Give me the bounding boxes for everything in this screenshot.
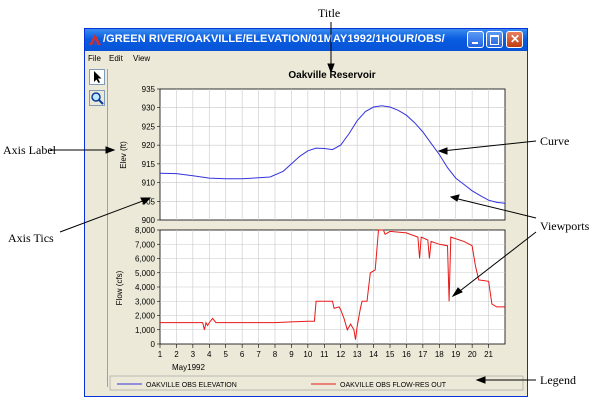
menu-edit[interactable]: Edit <box>109 54 123 63</box>
annotation-curve: Curve <box>540 134 570 148</box>
elevation-ytick-label: 905 <box>142 197 156 206</box>
menu-file[interactable]: File <box>88 54 101 63</box>
magnifier-icon <box>91 92 104 105</box>
annotation-axis-tics: Axis Tics <box>8 231 54 245</box>
flow-ytick-label: 8,000 <box>135 226 156 235</box>
maximize-button[interactable] <box>486 31 503 48</box>
x-tick-label: 13 <box>353 350 362 359</box>
x-tick-label: 4 <box>207 350 212 359</box>
x-tick-label: 2 <box>174 350 179 359</box>
x-tick-label: 16 <box>402 350 411 359</box>
flow-ytick-label: 2,000 <box>135 312 156 321</box>
app-logo-icon <box>89 34 101 45</box>
elevation-axis-label: Elev (ft) <box>119 141 128 169</box>
flow-ytick-label: 0 <box>151 340 156 349</box>
menu-bar: File Edit View <box>85 51 527 67</box>
maximize-icon <box>490 35 499 45</box>
x-tick-label: 3 <box>191 350 196 359</box>
curve-arrowhead <box>437 147 448 155</box>
annotation-legend: Legend <box>540 373 576 387</box>
x-tick-label: 19 <box>451 350 460 359</box>
curve-arrow <box>441 140 537 152</box>
x-tick-label: 9 <box>289 350 294 359</box>
flow-axis-label: Flow (cfs) <box>115 270 124 305</box>
elevation-axis-ticks: 935 930 925 920 915 910 905 900 <box>142 85 160 225</box>
minimize-button[interactable] <box>467 31 484 48</box>
flow-ytick-label: 3,000 <box>135 297 156 306</box>
legend-elevation-label: OAKVILLE OBS ELEVATION <box>146 382 237 389</box>
viewport-arrowhead-upper <box>449 194 460 202</box>
elevation-ytick-label: 935 <box>142 85 156 94</box>
tool-divider <box>107 69 108 387</box>
axis-label-arrowhead <box>105 146 116 154</box>
annotation-viewports: Viewports <box>540 219 590 233</box>
axis-tics-arrowhead <box>140 197 152 205</box>
window-title: /GREEN RIVER/OAKVILLE/ELEVATION/01MAY199… <box>103 33 445 45</box>
minimize-icon <box>472 42 478 44</box>
elevation-ytick-label: 920 <box>142 141 156 150</box>
legend-panel <box>109 375 524 391</box>
x-axis-label: May1992 <box>172 363 205 372</box>
title-bar[interactable]: /GREEN RIVER/OAKVILLE/ELEVATION/01MAY199… <box>85 29 527 51</box>
x-tick-label: 8 <box>273 350 278 359</box>
viewport-arrow-lower <box>455 231 537 295</box>
annotation-title: Title <box>318 6 341 20</box>
x-tick-label: 18 <box>435 350 444 359</box>
x-tick-label: 21 <box>484 350 493 359</box>
flow-ytick-label: 7,000 <box>135 240 156 249</box>
legend-arrowhead <box>475 376 486 384</box>
viewport-arrowhead-lower <box>451 287 463 298</box>
elevation-ytick-label: 925 <box>142 122 156 131</box>
elevation-ytick-label: 930 <box>142 104 156 113</box>
flow-curve <box>160 229 505 340</box>
x-tick-label: 20 <box>468 350 477 359</box>
x-tick-label: 14 <box>369 350 378 359</box>
x-axis-ticks: 1 2 3 4 5 6 7 8 9 10 11 12 13 14 15 16 17 18 19 20 21 <box>158 344 494 359</box>
x-tick-label: 6 <box>240 350 245 359</box>
flow-ytick-label: 4,000 <box>135 283 156 292</box>
x-tick-label: 12 <box>336 350 345 359</box>
zoom-tool-button[interactable] <box>89 90 105 106</box>
elevation-ytick-label: 910 <box>142 179 156 188</box>
flow-ytick-label: 6,000 <box>135 255 156 264</box>
flow-ytick-label: 5,000 <box>135 269 156 278</box>
elevation-ytick-label: 900 <box>142 216 156 225</box>
elevation-viewport[interactable] <box>159 88 506 221</box>
elevation-gridlines <box>160 89 505 220</box>
x-tick-label: 7 <box>256 350 261 359</box>
legend-flow-label: OAKVILLE OBS FLOW-RES OUT <box>340 382 447 389</box>
viewport-arrow-upper <box>453 197 537 219</box>
axis-tics-arrow <box>59 198 149 233</box>
plot-title: Oakville Reservoir <box>288 70 375 81</box>
annotation-axis-label: Axis Label <box>3 143 56 157</box>
select-tool-button[interactable] <box>89 69 105 85</box>
menu-view[interactable]: View <box>133 54 151 63</box>
pointer-icon <box>94 71 102 83</box>
close-icon: ✕ <box>510 32 521 46</box>
annotation-arrows <box>50 22 537 384</box>
elevation-curve <box>159 105 506 204</box>
close-button[interactable]: ✕ <box>506 31 523 48</box>
flow-axis-ticks: 8,000 7,000 6,000 5,000 4,000 3,000 2,000 1,000… <box>135 226 160 349</box>
x-tick-label: 15 <box>386 350 395 359</box>
title-arrowhead <box>327 63 335 74</box>
x-tick-label: 5 <box>223 350 228 359</box>
elevation-ytick-label: 915 <box>142 160 156 169</box>
flow-ytick-label: 1,000 <box>135 326 156 335</box>
x-tick-label: 10 <box>303 350 312 359</box>
x-tick-label: 11 <box>320 350 329 359</box>
x-tick-label: 17 <box>418 350 427 359</box>
x-tick-label: 1 <box>158 350 163 359</box>
